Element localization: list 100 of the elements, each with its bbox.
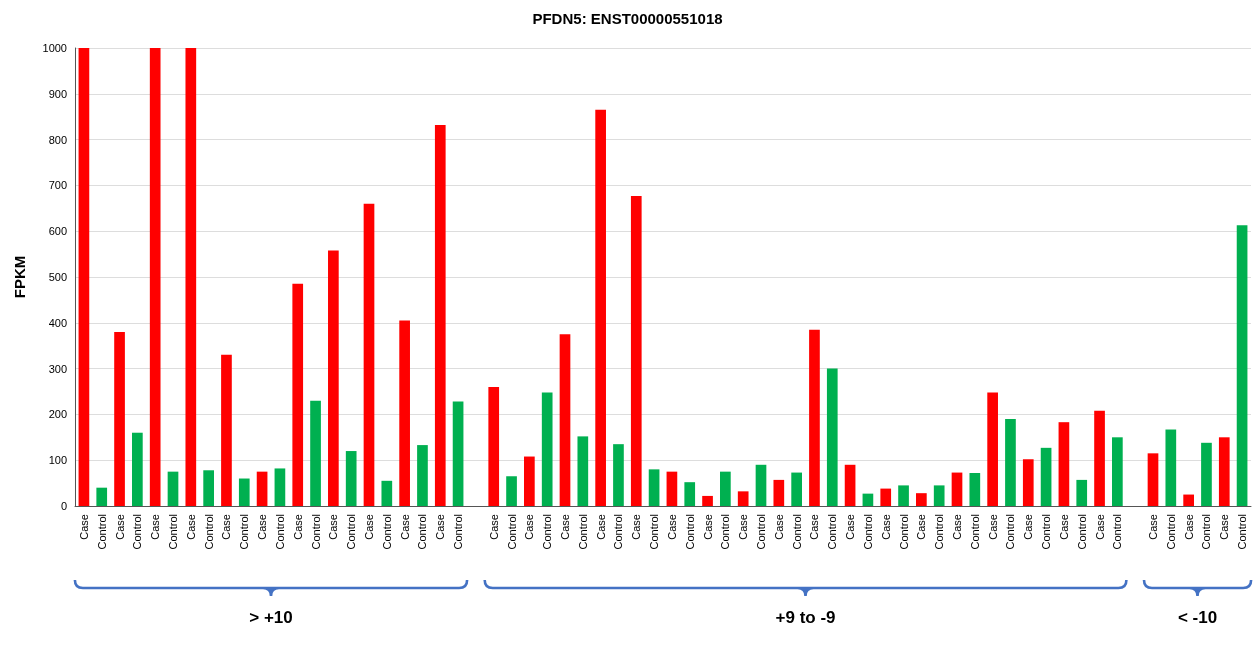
bar [238, 478, 250, 506]
bar [203, 470, 214, 506]
x-tick-label: Case [1147, 514, 1159, 540]
x-tick-label: Control [238, 514, 251, 550]
x-tick-label: Case [1093, 514, 1106, 540]
y-tick-label: 800 [48, 133, 67, 146]
x-tick-label: Case [951, 514, 963, 540]
x-tick-label: Case [879, 514, 892, 540]
x-tick-label: Control [861, 514, 874, 550]
x-tick-label: Case [701, 514, 714, 540]
bar [702, 495, 713, 506]
bar [791, 472, 802, 506]
x-tick-label: Case [327, 514, 340, 540]
y-tick-label: 600 [48, 225, 67, 238]
x-tick-label: Case [398, 514, 411, 540]
x-tick-label: Case [665, 514, 678, 540]
bar [630, 195, 642, 506]
bar [720, 471, 731, 506]
x-tick-label: Control [380, 514, 393, 550]
bar [256, 471, 268, 506]
x-tick-label: Case [986, 514, 999, 540]
x-tick-label: Control [897, 514, 910, 550]
x-tick-label: Case [291, 514, 304, 540]
chart-title: PFDN5: ENST00000551018 [532, 10, 723, 27]
y-tick-label: 900 [48, 87, 67, 100]
x-tick-label: Control [790, 514, 803, 550]
x-tick-label: Case [1218, 514, 1231, 540]
y-tick-label: 1000 [42, 42, 67, 54]
bar [417, 445, 428, 506]
y-tick-label: 0 [60, 500, 67, 512]
y-tick-label: 400 [48, 316, 67, 329]
bar [737, 491, 749, 506]
bar [666, 471, 678, 506]
x-tick-label: Control [576, 514, 589, 550]
x-tick-label: Case [523, 514, 536, 540]
x-tick-label: Case [737, 514, 750, 540]
x-tick-label: Case [1182, 514, 1195, 540]
bar [1094, 410, 1105, 506]
bar [1236, 225, 1248, 506]
bar [399, 320, 410, 506]
x-tick-label: Control [933, 514, 946, 550]
bar [292, 283, 304, 506]
x-tick-label: Control [719, 514, 732, 550]
bar [1040, 447, 1052, 506]
x-tick-label: Control [612, 514, 625, 550]
bar [1058, 422, 1070, 506]
bar [1165, 429, 1177, 506]
x-tick-label: Control [1075, 514, 1088, 550]
bar [987, 392, 998, 506]
x-tick-label: Control [505, 514, 518, 550]
bar [132, 432, 143, 506]
x-tick-label: Control [202, 514, 215, 550]
bar [274, 468, 286, 506]
bar [916, 493, 927, 506]
y-axis-title: FPKM [11, 255, 28, 299]
bar [363, 203, 375, 506]
x-tick-label: Control [648, 514, 661, 550]
x-tick-label: Control [345, 514, 358, 550]
bar [1022, 459, 1034, 506]
bar [880, 488, 892, 506]
bar [809, 329, 820, 506]
x-tick-label: Case [1022, 514, 1035, 540]
bar [488, 386, 500, 506]
x-tick-label: Control [541, 514, 554, 550]
bar [149, 48, 161, 506]
x-tick-label: Case [77, 514, 90, 540]
bar [381, 480, 393, 506]
bar [613, 444, 624, 506]
bar [773, 479, 785, 506]
y-tick-label: 100 [48, 454, 67, 467]
x-tick-label: Case [772, 514, 785, 540]
bar [684, 482, 696, 506]
x-tick-label: Case [256, 514, 269, 540]
x-tick-label: Case [184, 514, 197, 540]
bar [1183, 494, 1194, 506]
bar [345, 451, 357, 506]
y-tick-label: 500 [48, 271, 67, 283]
x-tick-label: Control [273, 514, 286, 550]
x-tick-label: Control [167, 514, 179, 550]
bar [1005, 418, 1016, 506]
bar [114, 331, 125, 506]
x-tick-label: Control [452, 514, 465, 550]
x-tick-label: Case [220, 514, 233, 540]
x-tick-label: Case [149, 514, 162, 540]
bar [1112, 437, 1123, 506]
x-tick-label: Case [594, 514, 607, 540]
bar [167, 471, 179, 506]
bar [862, 493, 874, 506]
x-tick-label: Control [131, 514, 144, 550]
bar [434, 124, 446, 506]
x-tick-label: Case [630, 514, 643, 540]
x-tick-label: Control [309, 514, 322, 550]
x-tick-label: Control [1111, 514, 1124, 550]
bar [221, 354, 232, 506]
bar [524, 456, 535, 506]
text: > +10 [249, 608, 293, 627]
x-tick-label: Control [755, 514, 767, 550]
bar [310, 400, 321, 506]
x-tick-label: Case [559, 514, 571, 540]
bar [933, 485, 945, 506]
